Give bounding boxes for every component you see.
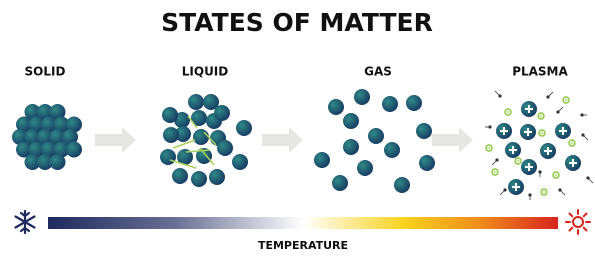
particle <box>406 95 422 111</box>
particle <box>314 152 330 168</box>
particle <box>209 169 225 185</box>
particle <box>160 149 176 165</box>
particle <box>214 105 230 121</box>
temperature-bar <box>48 217 558 229</box>
particle <box>232 154 248 170</box>
particle <box>382 96 398 112</box>
particle <box>193 129 209 145</box>
particle <box>191 171 207 187</box>
state-label: LIQUID <box>182 65 229 79</box>
state-label: PLASMA <box>512 65 568 79</box>
particle <box>368 128 384 144</box>
particle <box>50 154 66 170</box>
particle <box>419 155 435 171</box>
particle <box>66 142 82 158</box>
state-label: SOLID <box>25 65 66 79</box>
sun-icon <box>566 210 590 234</box>
particle <box>188 94 204 110</box>
particle <box>394 177 410 193</box>
motion-arrow <box>500 190 505 195</box>
motion-arrow <box>560 190 565 195</box>
particle <box>162 107 178 123</box>
particle <box>172 168 188 184</box>
snowflake-icon <box>16 211 35 233</box>
particle <box>163 127 179 143</box>
motion-arrow <box>548 92 553 97</box>
state-label: GAS <box>364 65 392 79</box>
motion-arrow <box>495 91 500 96</box>
particle <box>217 140 233 156</box>
particle <box>384 142 400 158</box>
motion-arrow <box>588 178 593 183</box>
particle <box>354 89 370 105</box>
infographic: STATES OF MATTER SOLID LIQUID GAS PLASMA… <box>0 0 595 256</box>
motion-arrow <box>558 107 563 112</box>
motion-arrow <box>492 160 497 165</box>
particle <box>343 113 359 129</box>
motion-arrow <box>583 135 588 140</box>
particle <box>328 99 344 115</box>
particle <box>416 123 432 139</box>
axis-label: TEMPERATURE <box>258 239 348 252</box>
title: STATES OF MATTER <box>161 8 433 37</box>
particle <box>332 175 348 191</box>
particle <box>236 120 252 136</box>
particle <box>357 160 373 176</box>
particle <box>343 139 359 155</box>
